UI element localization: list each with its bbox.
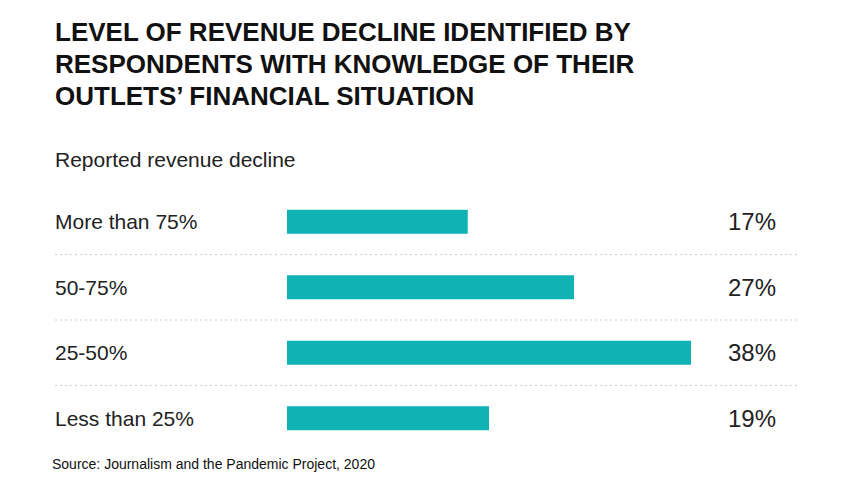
data-label: 27% <box>728 274 776 301</box>
bar <box>287 275 574 299</box>
tick-label: 25-50% <box>55 341 127 364</box>
tick-label: 50-75% <box>55 276 127 299</box>
bar <box>287 341 691 365</box>
tick-label: Less than 25% <box>55 407 194 430</box>
subtitle: Reported revenue decline <box>55 148 296 171</box>
title: LEVEL OF REVENUE DECLINE IDENTIFIED BYRE… <box>55 17 634 111</box>
row-separator <box>55 320 800 321</box>
bar <box>287 210 468 234</box>
data-labels: 17% 27% 38% 19% <box>728 208 776 432</box>
data-label: 38% <box>728 339 776 366</box>
source: Source: Journalism and the Pandemic Proj… <box>52 456 375 472</box>
title-line: RESPONDENTS WITH KNOWLEDGE OF THEIR <box>55 49 634 79</box>
bar <box>287 406 489 430</box>
chart: LEVEL OF REVENUE DECLINE IDENTIFIED BYRE… <box>0 0 860 480</box>
y-axis: More than 75% 50-75% 25-50% Less than 25% <box>55 210 197 430</box>
data-label: 19% <box>728 405 776 432</box>
tick-label: More than 75% <box>55 210 197 233</box>
data-label: 17% <box>728 208 776 235</box>
bars <box>287 210 691 431</box>
separators <box>55 255 800 386</box>
row-separator <box>55 254 800 255</box>
row-separator <box>55 385 800 386</box>
title-line: LEVEL OF REVENUE DECLINE IDENTIFIED BY <box>55 17 631 47</box>
title-line: OUTLETS’ FINANCIAL SITUATION <box>55 81 474 111</box>
